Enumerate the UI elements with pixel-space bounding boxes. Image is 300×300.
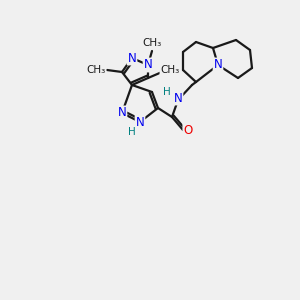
Text: H: H <box>163 87 171 97</box>
Text: CH₃: CH₃ <box>142 38 162 48</box>
Text: CH₃: CH₃ <box>160 65 180 75</box>
Text: H: H <box>128 127 136 137</box>
Text: N: N <box>174 92 182 104</box>
Text: O: O <box>183 124 193 136</box>
Text: CH₃: CH₃ <box>86 65 106 75</box>
Text: N: N <box>118 106 126 119</box>
Text: N: N <box>136 116 144 128</box>
Text: N: N <box>128 52 136 64</box>
Text: N: N <box>214 58 222 71</box>
Text: N: N <box>144 58 152 71</box>
